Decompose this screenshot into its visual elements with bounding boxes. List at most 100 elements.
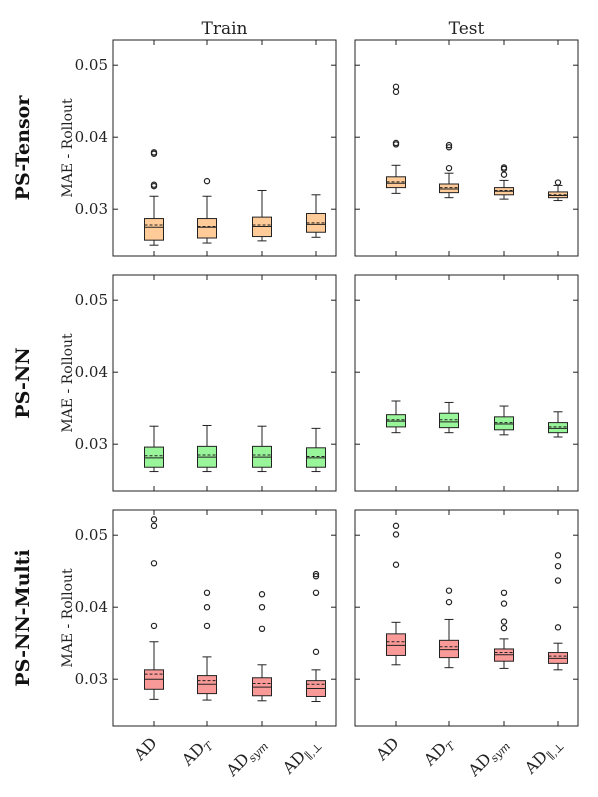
box-2 bbox=[439, 587, 459, 669]
outlier-point bbox=[392, 531, 400, 538]
box-body bbox=[494, 416, 514, 431]
outlier-point bbox=[150, 560, 158, 567]
outlier-point bbox=[392, 139, 400, 147]
y-tick-label: 0.05 bbox=[75, 56, 108, 74]
y-tick-label: 0.05 bbox=[75, 291, 108, 309]
outlier-point bbox=[312, 573, 320, 580]
panel-ps-nn-multi-test bbox=[354, 509, 579, 727]
y-tick-label: 0.04 bbox=[75, 128, 108, 146]
outlier-point bbox=[312, 589, 320, 597]
outlier-point bbox=[203, 604, 211, 611]
box-2 bbox=[197, 424, 217, 473]
y-axis-label: MAE - Rollout bbox=[60, 98, 76, 198]
outlier-point bbox=[392, 561, 400, 568]
box-1 bbox=[386, 522, 406, 666]
y-tick-label: 0.04 bbox=[75, 598, 108, 616]
outlier-point bbox=[203, 177, 211, 185]
outlier-point bbox=[392, 83, 400, 91]
x-tick-label: ADT bbox=[419, 732, 459, 772]
outlier-point bbox=[500, 589, 508, 597]
box-body bbox=[144, 446, 164, 468]
row-label-ps-nn: PS-NN bbox=[12, 347, 34, 418]
outlier-point bbox=[150, 181, 158, 188]
panel-frame bbox=[112, 39, 337, 257]
box-1 bbox=[144, 516, 164, 700]
outlier-point bbox=[203, 589, 211, 597]
row-label-ps-nn-multi: PS-NN-Multi bbox=[12, 549, 34, 686]
box-4 bbox=[548, 411, 568, 438]
box-body bbox=[439, 639, 459, 659]
x-tick-label: AD bbox=[371, 733, 402, 764]
outlier-point bbox=[312, 570, 320, 578]
box-body bbox=[386, 633, 406, 656]
panel-ps-nn-train: 0.03 0.04 0.05 bbox=[75, 274, 337, 492]
outlier-point bbox=[445, 144, 453, 151]
box-body bbox=[197, 218, 217, 239]
outlier-point bbox=[445, 598, 453, 606]
box-1 bbox=[144, 425, 164, 473]
panel-ps-tensor-test bbox=[354, 39, 579, 257]
box-3 bbox=[494, 405, 514, 436]
panel-frame bbox=[112, 509, 337, 727]
box-4 bbox=[306, 194, 326, 238]
outlier-point bbox=[258, 604, 266, 611]
box-3 bbox=[252, 591, 272, 702]
y-axis-label: MAE - Rollout bbox=[60, 333, 76, 433]
x-tick-label: ADsym bbox=[464, 733, 513, 782]
y-tick-label: 0.03 bbox=[75, 670, 108, 688]
outlier-point bbox=[445, 141, 453, 149]
outlier-point bbox=[554, 577, 562, 584]
box-2 bbox=[439, 401, 459, 434]
box-4 bbox=[306, 570, 326, 703]
box-4 bbox=[306, 427, 326, 473]
outlier-point bbox=[554, 179, 562, 186]
row-label-ps-tensor: PS-Tensor bbox=[12, 95, 34, 201]
x-tick-label: ADT bbox=[177, 732, 217, 772]
panel-frame bbox=[112, 274, 337, 492]
panel-frame bbox=[354, 274, 579, 492]
panel-frame bbox=[354, 509, 579, 727]
x-tick-label: AD bbox=[129, 733, 160, 764]
box-1 bbox=[386, 83, 406, 194]
box-3 bbox=[252, 189, 272, 242]
x-tick-label: ADsym bbox=[222, 733, 271, 782]
box-body bbox=[439, 183, 459, 194]
outlier-point bbox=[500, 600, 508, 607]
outlier-point bbox=[554, 552, 562, 559]
outlier-point bbox=[150, 149, 158, 156]
x-tick-label: AD∥,⊥ bbox=[520, 733, 567, 780]
outlier-point bbox=[445, 587, 453, 594]
outlier-point bbox=[150, 516, 158, 523]
x-tick-label: AD∥,⊥ bbox=[278, 733, 325, 780]
outlier-point bbox=[312, 648, 320, 656]
outlier-point bbox=[500, 624, 508, 632]
box-body bbox=[144, 218, 164, 241]
panel-ps-tensor-train: 0.03 0.04 0.05 bbox=[75, 39, 337, 257]
box-2 bbox=[197, 589, 217, 701]
outlier-point bbox=[500, 171, 508, 178]
box-2 bbox=[439, 141, 459, 199]
y-tick-label: 0.05 bbox=[75, 526, 108, 544]
box-4 bbox=[548, 179, 568, 202]
outlier-point bbox=[554, 562, 562, 570]
y-tick-label: 0.04 bbox=[75, 363, 108, 381]
outlier-point bbox=[258, 591, 266, 598]
y-axis-label: MAE - Rollout bbox=[60, 568, 76, 668]
y-tick-label: 0.03 bbox=[75, 435, 108, 453]
outlier-point bbox=[500, 164, 508, 171]
outlier-point bbox=[445, 164, 453, 172]
box-1 bbox=[144, 149, 164, 246]
box-3 bbox=[494, 164, 514, 200]
box-2 bbox=[197, 177, 217, 244]
panel-frame bbox=[354, 39, 579, 257]
outlier-point bbox=[554, 624, 562, 631]
outlier-point bbox=[258, 625, 266, 633]
column-title-test: Test bbox=[449, 19, 485, 39]
outlier-point bbox=[150, 522, 158, 530]
panel-ps-nn-multi-train: 0.03 0.04 0.05 bbox=[75, 509, 337, 727]
outlier-point bbox=[500, 618, 508, 625]
column-title-train: Train bbox=[202, 19, 248, 39]
outlier-point bbox=[203, 622, 211, 630]
outlier-point bbox=[392, 522, 400, 530]
